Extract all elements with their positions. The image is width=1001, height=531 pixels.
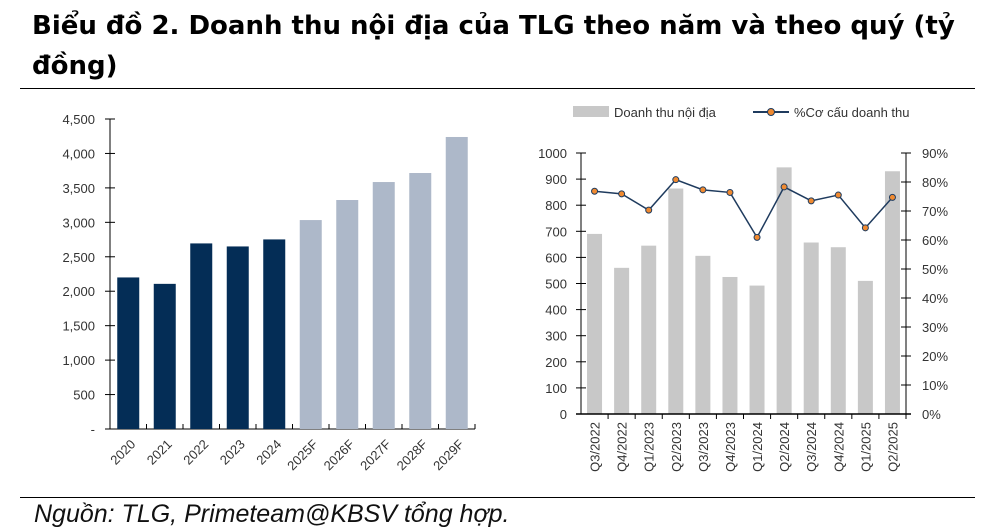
chart-title: Biểu đồ 2. Doanh thu nội địa của TLG the… [32, 11, 955, 81]
x-tick-label: 2029F [430, 436, 467, 473]
y2-tick-label: 70% [922, 204, 948, 219]
bar-Q2/2023 [668, 188, 684, 414]
y2-tick-label: 30% [922, 320, 948, 335]
y-tick-label: 1,000 [62, 353, 95, 368]
y-tick-label: 2,500 [62, 250, 95, 265]
bar-Q2/2025 [884, 171, 900, 414]
line-point-Q3/2024 [807, 197, 815, 205]
line-point-Q1/2025 [861, 224, 869, 232]
x-tick-label: Q1/2024 [750, 422, 765, 472]
line-point-Q1/2023 [645, 206, 653, 214]
y-tick-label: - [91, 422, 95, 437]
bar-Q4/2022 [614, 267, 630, 414]
y-tick-label: 900 [545, 172, 567, 187]
line-point-Q1/2024 [753, 233, 761, 241]
bar-2020 [117, 277, 140, 429]
line-point-Q4/2023 [726, 188, 734, 196]
x-tick-label: 2024 [253, 437, 284, 468]
y2-tick-label: 80% [922, 175, 948, 190]
y-tick-label: 4,500 [62, 112, 95, 127]
legend-bar-swatch [573, 106, 609, 117]
x-tick-label: 2020 [107, 437, 138, 468]
x-tick-label: Q3/2023 [696, 422, 711, 472]
top-divider [20, 88, 975, 89]
y-tick-label: 4,000 [62, 146, 95, 161]
bar-2027F [372, 182, 395, 429]
bar-Q1/2025 [857, 280, 873, 414]
line-point-Q4/2022 [618, 190, 626, 198]
legend-line-marker [767, 108, 775, 116]
bar-2028F [409, 173, 432, 429]
x-tick-label: Q3/2024 [804, 422, 819, 472]
x-tick-label: 2025F [284, 436, 321, 473]
y-tick-label: 3,000 [62, 215, 95, 230]
bar-2029F [445, 136, 468, 430]
bar-2024 [263, 239, 286, 429]
bar-Q1/2023 [641, 245, 657, 414]
bar-Q4/2024 [830, 247, 846, 414]
bar-Q3/2023 [695, 255, 711, 414]
y2-tick-label: 90% [922, 146, 948, 161]
x-tick-label: Q2/2024 [777, 422, 792, 472]
line-series [594, 178, 894, 239]
source-note: Nguồn: TLG, Primeteam@KBSV tổng hợp. [34, 500, 510, 528]
x-tick-label: Q1/2025 [858, 422, 873, 472]
line-point-Q4/2024 [834, 191, 842, 199]
bar-Q3/2022 [587, 233, 603, 414]
y-tick-label: 1000 [538, 146, 567, 161]
y-tick-label: 200 [545, 355, 567, 370]
x-tick-label: Q3/2022 [588, 422, 603, 472]
x-tick-label: 2027F [357, 436, 394, 473]
legend-bar-label: Doanh thu nội địa [614, 105, 717, 120]
y-tick-label: 3,500 [62, 181, 95, 196]
y2-tick-label: 50% [922, 262, 948, 277]
bar-Q4/2023 [722, 276, 738, 414]
y2-tick-label: 0% [922, 407, 941, 422]
y-tick-label: 800 [545, 198, 567, 213]
y2-tick-label: 10% [922, 378, 948, 393]
x-tick-label: Q4/2024 [831, 422, 846, 472]
x-tick-label: 2021 [144, 437, 175, 468]
y-tick-label: 400 [545, 303, 567, 318]
y-tick-label: 2,000 [62, 284, 95, 299]
x-tick-label: Q4/2023 [723, 422, 738, 472]
bar-Q2/2024 [776, 167, 792, 414]
y-tick-label: 1,500 [62, 319, 95, 334]
y-tick-label: 300 [545, 329, 567, 344]
y-tick-label: 100 [545, 381, 567, 396]
x-tick-label: Q2/2023 [669, 422, 684, 472]
bar-2025F [299, 220, 322, 429]
y-tick-label: 500 [73, 388, 95, 403]
y2-tick-label: 20% [922, 349, 948, 364]
y2-tick-label: 60% [922, 233, 948, 248]
bar-Q1/2024 [749, 285, 765, 414]
x-tick-label: Q4/2022 [615, 422, 630, 472]
bar-Q3/2024 [803, 242, 819, 414]
x-tick-label: 2023 [217, 437, 248, 468]
line-point-Q2/2024 [780, 183, 788, 191]
line-point-Q2/2023 [672, 176, 680, 184]
bottom-divider [20, 497, 975, 498]
line-point-Q3/2022 [591, 187, 599, 195]
y2-tick-label: 40% [922, 291, 948, 306]
y-tick-label: 500 [545, 277, 567, 292]
y-tick-label: 700 [545, 224, 567, 239]
legend-line-label: %Cơ cấu doanh thu [794, 105, 910, 120]
y-tick-label: 0 [560, 407, 567, 422]
x-tick-label: 2028F [394, 436, 431, 473]
x-tick-label: 2026F [321, 436, 358, 473]
x-tick-label: Q1/2023 [642, 422, 657, 472]
bar-2022 [190, 243, 213, 429]
line-point-Q2/2025 [888, 193, 896, 201]
x-tick-label: Q2/2025 [885, 422, 900, 472]
bar-2026F [336, 200, 359, 429]
line-point-Q3/2023 [699, 186, 707, 194]
x-tick-label: 2022 [180, 437, 211, 468]
bar-2021 [153, 283, 176, 429]
bar-2023 [226, 246, 249, 429]
y-tick-label: 600 [545, 250, 567, 265]
